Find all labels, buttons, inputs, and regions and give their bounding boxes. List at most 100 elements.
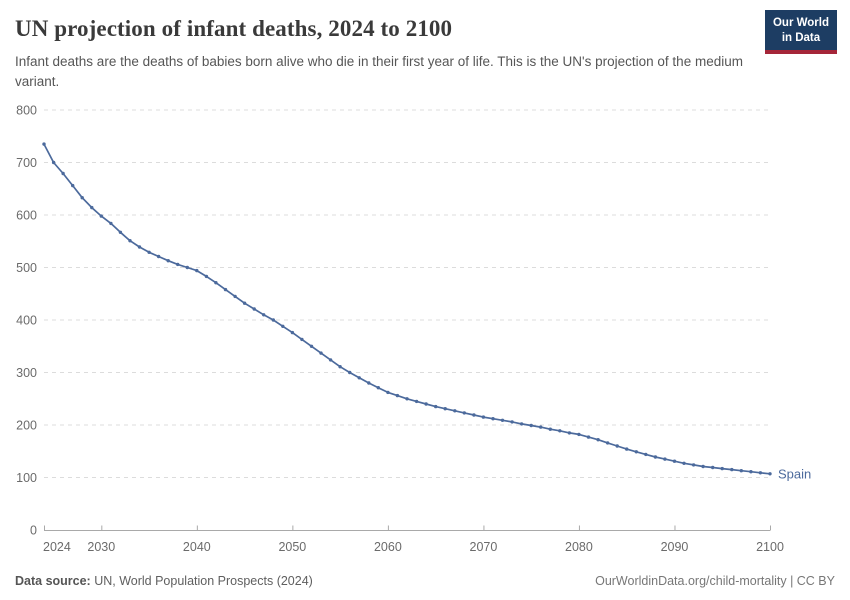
data-point[interactable] [252, 307, 256, 311]
data-point[interactable] [376, 386, 380, 390]
data-point[interactable] [290, 330, 295, 335]
data-point[interactable] [529, 423, 533, 428]
y-axis-tick-label: 400 [16, 314, 37, 328]
data-source-text: UN, World Population Prospects (2024) [90, 574, 313, 588]
data-point[interactable] [262, 313, 266, 317]
data-point[interactable] [118, 230, 123, 234]
data-point[interactable] [462, 411, 466, 415]
data-point[interactable] [42, 142, 46, 146]
data-point[interactable] [434, 404, 438, 409]
data-point[interactable] [539, 425, 543, 429]
data-point[interactable] [395, 393, 400, 398]
data-point[interactable] [424, 402, 428, 406]
data-point[interactable] [338, 365, 342, 369]
y-axis-tick-label: 300 [16, 366, 37, 380]
data-point[interactable] [720, 466, 724, 471]
data-point[interactable] [701, 464, 705, 469]
data-point[interactable] [739, 469, 743, 473]
x-axis-tick-label: 2040 [183, 540, 211, 554]
data-point[interactable] [233, 294, 237, 299]
data-point[interactable] [185, 265, 189, 270]
data-point[interactable] [472, 413, 476, 417]
data-point[interactable] [176, 262, 180, 267]
x-axis-tick-label: 2050 [278, 540, 306, 554]
data-point[interactable] [500, 418, 505, 422]
data-point[interactable] [51, 160, 56, 165]
data-point[interactable] [386, 390, 390, 395]
data-point[interactable] [558, 429, 562, 433]
data-point[interactable] [644, 452, 648, 457]
data-point[interactable] [300, 337, 304, 342]
data-source: Data source: UN, World Population Prospe… [15, 574, 313, 588]
data-point[interactable] [548, 427, 552, 431]
series-line-spain[interactable] [43, 143, 771, 475]
data-point[interactable] [730, 467, 734, 472]
data-point[interactable] [414, 399, 419, 404]
data-point[interactable] [137, 245, 142, 249]
data-point[interactable] [567, 431, 572, 435]
data-point[interactable] [195, 268, 199, 273]
y-axis-tick-label: 100 [16, 471, 37, 485]
x-axis-tick-label: 2024 [43, 540, 71, 554]
data-point[interactable] [634, 450, 638, 454]
data-point[interactable] [61, 171, 65, 176]
data-point[interactable] [596, 438, 600, 442]
data-point[interactable] [128, 239, 132, 243]
data-point[interactable] [653, 455, 658, 459]
data-point[interactable] [586, 435, 591, 439]
data-point[interactable] [758, 471, 763, 475]
data-point[interactable] [214, 281, 218, 285]
data-point[interactable] [156, 254, 161, 259]
data-point[interactable] [71, 183, 75, 188]
y-axis-tick-label: 800 [16, 104, 37, 118]
data-point[interactable] [625, 447, 629, 451]
data-point[interactable] [319, 351, 323, 355]
data-point[interactable] [271, 318, 275, 322]
data-point[interactable] [605, 441, 610, 445]
data-point[interactable] [481, 415, 486, 419]
owid-logo-line1: Our World [772, 17, 829, 29]
x-axis-tick-label: 2070 [470, 540, 498, 554]
data-point[interactable] [166, 259, 170, 263]
data-point[interactable] [348, 370, 352, 375]
data-point[interactable] [109, 221, 113, 226]
data-point[interactable] [615, 444, 619, 448]
data-point[interactable] [577, 432, 581, 437]
data-point[interactable] [204, 274, 209, 279]
data-point[interactable] [367, 381, 371, 385]
data-point[interactable] [357, 376, 361, 380]
data-point[interactable] [80, 196, 84, 200]
data-point[interactable] [453, 409, 457, 413]
data-point[interactable] [281, 324, 285, 328]
data-source-label: Data source: [15, 574, 91, 588]
data-point[interactable] [749, 470, 753, 474]
data-point[interactable] [510, 420, 514, 424]
data-point[interactable] [90, 205, 94, 210]
data-point[interactable] [147, 250, 151, 254]
x-axis-tick-label: 2090 [661, 540, 689, 554]
data-point[interactable] [242, 301, 247, 305]
credit-line[interactable]: OurWorldinData.org/child-mortality | CC … [595, 574, 835, 588]
data-point[interactable] [309, 344, 314, 348]
y-axis-tick-label: 500 [16, 261, 37, 275]
data-point[interactable] [328, 358, 333, 362]
data-point[interactable] [443, 407, 447, 411]
data-point[interactable] [663, 457, 667, 461]
data-point[interactable] [491, 417, 495, 421]
data-point[interactable] [768, 472, 772, 476]
data-point[interactable] [405, 397, 409, 401]
owid-logo[interactable]: Our World in Data [764, 10, 837, 54]
data-point[interactable] [682, 461, 686, 465]
data-point[interactable] [691, 463, 696, 467]
data-point[interactable] [519, 422, 524, 426]
data-point[interactable] [223, 287, 228, 292]
data-point[interactable] [711, 465, 715, 470]
series-end-label[interactable]: Spain [778, 466, 811, 481]
y-axis-tick-label: 600 [16, 209, 37, 223]
data-point[interactable] [672, 459, 677, 463]
x-axis-tick-label: 2060 [374, 540, 402, 554]
owid-logo-line2: in Data [781, 31, 821, 44]
data-point[interactable] [99, 214, 104, 218]
